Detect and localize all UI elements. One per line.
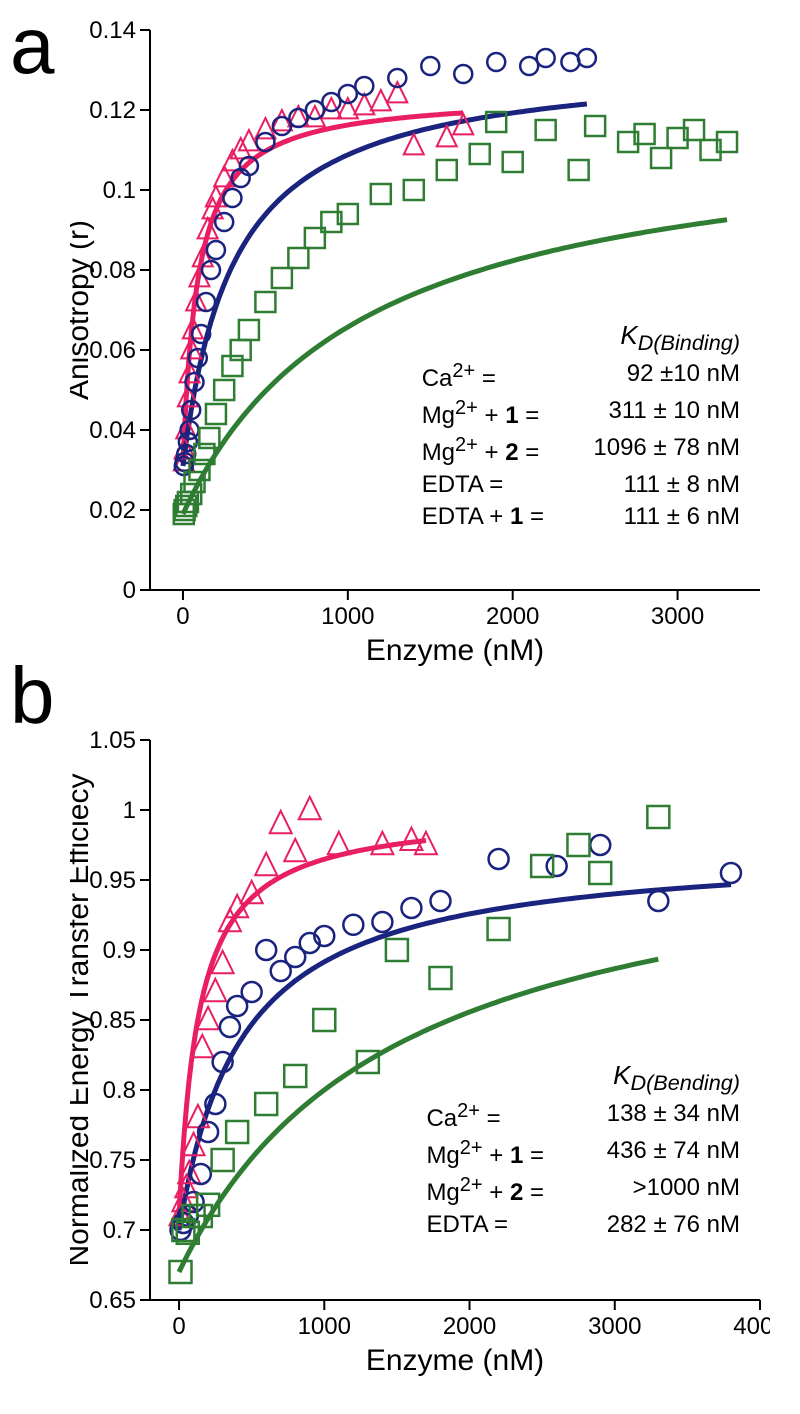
chart-b: 0 1000 2000 3000 4000 0.65 0.7 0.75 0.8 0.85 0.9 0.…	[70, 730, 770, 1380]
svg-text:0: 0	[176, 603, 189, 630]
annotation-row: EDTA =282 ± 76 nM	[426, 1211, 740, 1239]
svg-text:0.9: 0.9	[103, 937, 136, 964]
svg-text:0.1: 0.1	[103, 177, 136, 204]
svg-text:0.95: 0.95	[89, 867, 136, 894]
annotation-row: Mg2+ + 1 =436 ± 74 nM	[426, 1137, 740, 1170]
svg-text:0.75: 0.75	[89, 1147, 136, 1174]
svg-text:0: 0	[123, 577, 136, 604]
svg-text:0.08: 0.08	[89, 257, 136, 284]
svg-text:Enzyme (nM): Enzyme (nM)	[366, 1344, 544, 1377]
svg-text:Enzyme (nM): Enzyme (nM)	[366, 634, 544, 667]
annotation-a: KD(Binding) Ca2+ =92 ±10 nM Mg2+ + 1 =311…	[422, 320, 740, 535]
figure-root: a 0 1000 2000 3000 0 0.02 0.04 0.06 0.08 0.1 0.12 0…	[0, 0, 800, 1414]
svg-text:3000: 3000	[651, 603, 704, 630]
svg-text:1000: 1000	[321, 603, 374, 630]
panel-label-a: a	[10, 0, 55, 92]
svg-text:1000: 1000	[298, 1313, 351, 1340]
svg-text:0.02: 0.02	[89, 497, 136, 524]
annotation-a-title: KD(Binding)	[560, 320, 740, 356]
annotation-row: Ca2+ =138 ± 34 nM	[426, 1100, 740, 1133]
svg-text:0.04: 0.04	[89, 417, 136, 444]
annotation-row: Mg2+ + 1 =311 ± 10 nM	[422, 397, 740, 430]
svg-text:3000: 3000	[588, 1313, 641, 1340]
annotation-row: EDTA =111 ± 8 nM	[422, 471, 740, 499]
svg-text:0.85: 0.85	[89, 1007, 136, 1034]
svg-text:1.05: 1.05	[89, 730, 136, 754]
svg-text:0: 0	[172, 1313, 185, 1340]
svg-text:4000: 4000	[733, 1313, 770, 1340]
svg-text:0.7: 0.7	[103, 1217, 136, 1244]
svg-text:Normalized Energy Transfer Eff: Normalized Energy Transfer Efficiecy	[70, 774, 95, 1267]
svg-text:0.65: 0.65	[89, 1287, 136, 1314]
svg-text:Anisotropy (r): Anisotropy (r)	[70, 220, 95, 400]
annotation-row: Mg2+ + 2 =>1000 nM	[426, 1174, 740, 1207]
svg-text:0.12: 0.12	[89, 97, 136, 124]
annotation-b-title: KD(Bending)	[560, 1060, 740, 1096]
svg-text:1: 1	[123, 797, 136, 824]
svg-text:0.06: 0.06	[89, 337, 136, 364]
svg-text:2000: 2000	[486, 603, 539, 630]
annotation-b: KD(Bending) Ca2+ =138 ± 34 nM Mg2+ + 1 =4…	[426, 1060, 740, 1243]
svg-text:2000: 2000	[443, 1313, 496, 1340]
annotation-row: Ca2+ =92 ±10 nM	[422, 360, 740, 393]
svg-text:0.8: 0.8	[103, 1077, 136, 1104]
annotation-row: EDTA + 1 =111 ± 6 nM	[422, 503, 740, 531]
svg-text:0.14: 0.14	[89, 20, 136, 44]
annotation-row: Mg2+ + 2 =1096 ± 78 nM	[422, 434, 740, 467]
panel-label-b: b	[10, 650, 55, 742]
